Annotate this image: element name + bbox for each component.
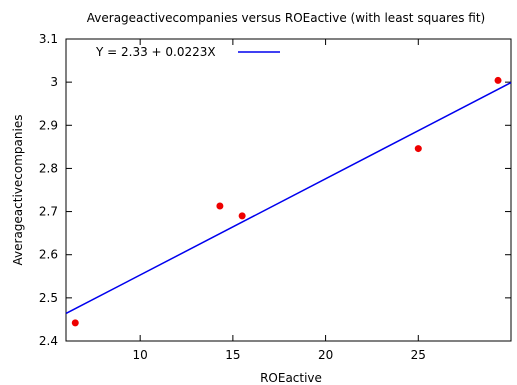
data-point (238, 212, 246, 220)
data-point (494, 76, 502, 84)
legend: Y = 2.33 + 0.0223X (95, 45, 280, 59)
legend-label: Y = 2.33 + 0.0223X (95, 45, 216, 59)
x-tick-label: 25 (411, 348, 426, 362)
x-tick-label: 20 (318, 348, 333, 362)
data-point (71, 319, 79, 327)
x-axis-label: ROEactive (260, 371, 322, 385)
data-point (216, 202, 224, 210)
y-tick-label: 3.1 (39, 32, 58, 46)
fit-line (65, 81, 512, 315)
y-tick-label: 2.8 (39, 161, 58, 175)
y-tick-label: 2.7 (39, 205, 58, 219)
y-axis-label: Averageactivecompanies (11, 115, 25, 266)
x-tick-label: 10 (133, 348, 148, 362)
y-tick-label: 2.6 (39, 248, 58, 262)
y-tick-label: 2.4 (39, 334, 58, 348)
data-point (414, 145, 422, 153)
data-points (71, 76, 502, 327)
y-tick-label: 2.9 (39, 118, 58, 132)
x-tick-label: 15 (225, 348, 240, 362)
plot-frame (65, 38, 512, 342)
y-tick-label: 2.5 (39, 291, 58, 305)
axis-ticks: 10 15 20 25 2.4 2.5 2.6 2.7 2.8 2.9 3 3.1 (39, 32, 511, 362)
y-tick-label: 3 (50, 75, 58, 89)
chart-title: Averageactivecompanies versus ROEactive … (87, 11, 485, 25)
